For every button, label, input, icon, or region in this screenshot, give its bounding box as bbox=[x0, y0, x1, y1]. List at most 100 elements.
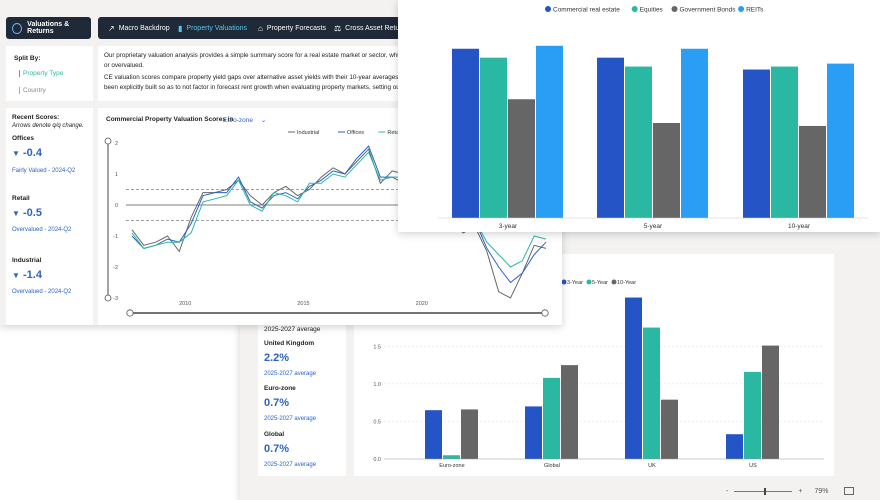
score-value-row: ▼ -1.4 bbox=[12, 269, 42, 281]
y-tick-label: -3 bbox=[113, 296, 118, 302]
description-p1b: or overvalued. bbox=[104, 62, 144, 69]
cross-asset-bar-chart: Commercial real estate Equities Government… bbox=[438, 6, 868, 230]
description-p2: CE valuation scores compare property yie… bbox=[104, 74, 410, 81]
x-tick-label: 2020 bbox=[416, 301, 428, 307]
bar-10-year bbox=[762, 345, 779, 459]
y-tick-label: 1.5 bbox=[373, 344, 381, 350]
y-tick-label: -1 bbox=[113, 234, 118, 240]
legend-label: 3-Year bbox=[567, 280, 583, 286]
bar-chart-icon: ▮ bbox=[178, 24, 183, 33]
y-tick-label: 0.0 bbox=[373, 457, 381, 463]
down-arrow-icon: ▼ bbox=[12, 149, 20, 158]
score-value-row: ▼ -0.4 bbox=[12, 147, 42, 159]
legend-label: Commercial real estate bbox=[553, 7, 620, 14]
score-value: -0.5 bbox=[22, 207, 42, 219]
bar-equities bbox=[771, 66, 798, 218]
tab-property-forecasts[interactable]: ⌂ Property Forecasts bbox=[258, 24, 326, 33]
score-value-row: ▼ -0.5 bbox=[12, 207, 42, 219]
bar-commercial-real-estate bbox=[743, 69, 770, 219]
y-tick-label: 1.0 bbox=[373, 382, 381, 388]
down-arrow-icon: ▼ bbox=[12, 209, 20, 218]
house-icon: ⌂ bbox=[258, 24, 263, 33]
legend-label: Government Bonds bbox=[680, 7, 737, 14]
app-title: Valuations & Returns bbox=[27, 21, 70, 35]
bar-3-year bbox=[625, 297, 642, 459]
legend-label: Offices bbox=[347, 130, 364, 136]
x-slider-handle bbox=[126, 309, 134, 317]
bar-3-year bbox=[726, 434, 743, 459]
bar-5-year bbox=[744, 371, 761, 459]
x-slider-handle bbox=[541, 309, 549, 317]
bar-5-year bbox=[443, 455, 460, 459]
bar-3-year bbox=[425, 410, 442, 459]
split-by-card: Split By: Property Type Country bbox=[6, 46, 93, 101]
bar-5-year bbox=[543, 377, 560, 459]
forecast-period: 2025-2027 average bbox=[264, 462, 317, 468]
legend-label: 10-Year bbox=[617, 280, 636, 286]
fit-page-icon[interactable] bbox=[844, 487, 855, 495]
zoom-out-button[interactable]: - bbox=[726, 487, 729, 495]
legend-dot bbox=[671, 6, 678, 12]
bar-reits bbox=[536, 45, 563, 219]
forecast-region: United Kingdom bbox=[264, 340, 315, 347]
zoom-in-button[interactable]: + bbox=[798, 487, 803, 495]
forecast-value: 2.2% bbox=[264, 352, 290, 364]
scale-icon: ⚖ bbox=[334, 24, 342, 33]
bar-commercial-real-estate bbox=[597, 57, 624, 219]
legend-label: REITs bbox=[746, 7, 764, 14]
line-chart-icon: ↗ bbox=[108, 24, 115, 33]
region-dropdown[interactable]: Euro-zone ⌄ bbox=[223, 116, 266, 124]
x-category-label: 10-year bbox=[788, 223, 811, 230]
down-arrow-icon: ▼ bbox=[12, 271, 20, 280]
tab-macro-backdrop[interactable]: ↗ Macro Backdrop bbox=[108, 24, 170, 33]
legend-dot bbox=[631, 6, 638, 12]
bar-reits bbox=[827, 63, 854, 218]
bar-10-year bbox=[661, 399, 678, 459]
x-category-label: 3-year bbox=[499, 223, 518, 230]
score-value: -1.4 bbox=[22, 269, 42, 281]
legend-label: Industrial bbox=[297, 130, 319, 136]
app-title-button[interactable]: Valuations & Returns bbox=[6, 17, 91, 39]
split-option-country[interactable]: Country bbox=[19, 87, 46, 94]
x-category-label: UK bbox=[648, 463, 656, 469]
y-tick-label: -2 bbox=[113, 265, 118, 271]
score-status: Overvalued - 2024-Q2 bbox=[12, 289, 72, 295]
cross-asset-window: Commercial real estate Equities Government… bbox=[398, 0, 880, 232]
forecast-region: Global bbox=[264, 431, 285, 438]
forecast-region: Euro-zone bbox=[264, 385, 296, 392]
legend-dot bbox=[561, 279, 567, 285]
recent-title: Recent Scores: bbox=[12, 114, 60, 121]
forecast-period: 2025-2027 average bbox=[264, 416, 317, 422]
bar-government-bonds bbox=[508, 99, 535, 218]
score-status: Fairly Valued - 2024-Q2 bbox=[12, 168, 76, 174]
zoom-level: 79% bbox=[814, 487, 829, 495]
tab-cross-asset-returns[interactable]: ⚖ Cross Asset Returns bbox=[334, 24, 409, 33]
legend-label: 5-Year bbox=[592, 280, 608, 286]
legend-label: Retail bbox=[387, 130, 401, 136]
x-category-label: Euro-zone bbox=[439, 463, 464, 469]
legend-dot bbox=[611, 279, 617, 285]
valuation-chart-title: Commercial Property Valuation Scores in bbox=[106, 116, 234, 123]
x-tick-label: 2015 bbox=[297, 301, 309, 307]
x-tick-label: 2010 bbox=[179, 301, 191, 307]
top-period: 2025-2027 average bbox=[264, 326, 321, 333]
recent-scores-card: Recent Scores: Arrows denote q/q change.… bbox=[6, 108, 93, 325]
legend-dot bbox=[586, 279, 592, 285]
description-p2b: been explicitly built so as to not facto… bbox=[104, 84, 400, 91]
y-tick-label: 0.5 bbox=[373, 419, 381, 425]
score-value: -0.4 bbox=[22, 147, 42, 159]
forecast-value: 0.7% bbox=[264, 397, 290, 409]
split-option-property-type[interactable]: Property Type bbox=[19, 70, 63, 77]
score-status: Overvalued - 2024-Q2 bbox=[12, 227, 72, 233]
legend-label: Equities bbox=[640, 7, 664, 14]
bar-10-year bbox=[561, 365, 578, 459]
bar-equities bbox=[480, 57, 507, 219]
zoom-slider[interactable] bbox=[734, 487, 793, 495]
y-tick-label: 0 bbox=[115, 203, 118, 209]
bar-government-bonds bbox=[653, 122, 680, 218]
bar-government-bonds bbox=[799, 125, 826, 218]
score-name: Offices bbox=[12, 135, 35, 142]
y-slider-handle bbox=[104, 137, 112, 145]
tab-property-valuations[interactable]: ▮ Property Valuations bbox=[178, 24, 247, 33]
legend-dot bbox=[545, 6, 551, 12]
